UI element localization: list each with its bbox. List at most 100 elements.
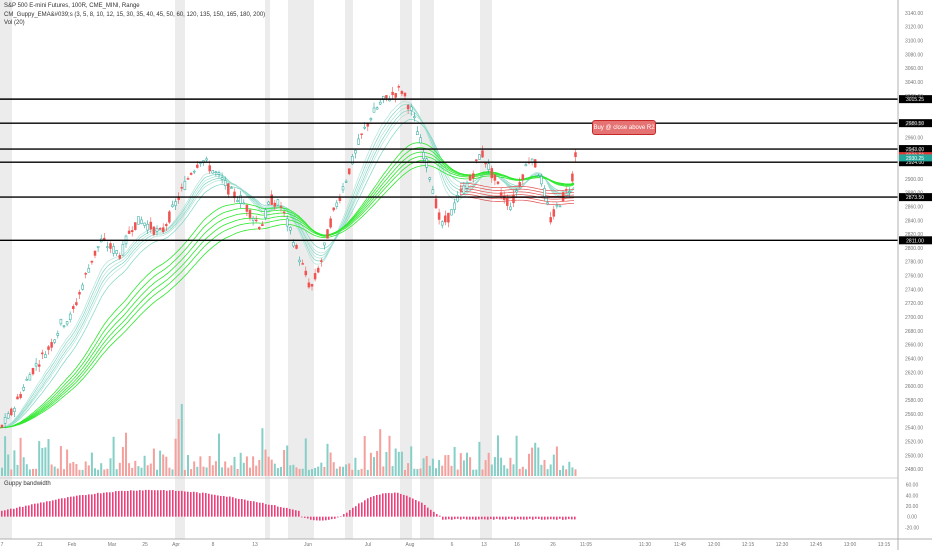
volume-bar-164 bbox=[509, 457, 512, 476]
level-label-R1: 2924.00 bbox=[906, 160, 924, 166]
volume-bar-171 bbox=[531, 447, 534, 476]
volume-bar-95 bbox=[295, 467, 298, 476]
bandwidth-bar-190 bbox=[571, 516, 573, 520]
session-shade-4 bbox=[345, 0, 353, 539]
volume-bar-182 bbox=[565, 469, 568, 476]
bandwidth-bar-48 bbox=[145, 489, 147, 517]
volume-bar-96 bbox=[298, 468, 301, 476]
bandwidth-bar-90 bbox=[271, 504, 273, 517]
bandwidth-bar-77 bbox=[232, 497, 234, 517]
candle-body-139 bbox=[431, 189, 435, 194]
bandwidth-bar-151 bbox=[454, 516, 456, 520]
price-tick-13: 2840.00 bbox=[905, 218, 923, 224]
candle-body-47 bbox=[146, 223, 149, 231]
candle-body-85 bbox=[264, 209, 267, 219]
candle-body-12 bbox=[37, 364, 41, 367]
candle-body-55 bbox=[171, 204, 174, 207]
candle-body-106 bbox=[329, 218, 332, 228]
volume-bar-90 bbox=[280, 466, 282, 476]
bandwidth-bar-0 bbox=[1, 510, 3, 517]
candle-body-163 bbox=[506, 198, 509, 206]
bandwidth-bar-139 bbox=[418, 501, 420, 517]
price-axis[interactable]: 3140.00 3120.00 3100.00 3080.00 3060.00 3040.… bbox=[905, 11, 923, 473]
volume-bar-43 bbox=[134, 460, 137, 476]
volume-bar-57 bbox=[177, 419, 180, 476]
candle-body-21 bbox=[65, 321, 69, 325]
volume-bar-19 bbox=[59, 446, 62, 476]
session-shade-3 bbox=[288, 0, 314, 539]
bandwidth-bar-38 bbox=[115, 491, 117, 517]
bandwidth-bar-64 bbox=[193, 491, 195, 517]
bandwidth-bar-95 bbox=[286, 507, 288, 517]
candle-body-6 bbox=[19, 394, 22, 398]
candle-body-135 bbox=[419, 137, 422, 144]
volume-bar-61 bbox=[190, 469, 193, 476]
bandwidth-bar-49 bbox=[148, 489, 150, 517]
bandwidth-bar-127 bbox=[382, 493, 384, 517]
candle-body-90 bbox=[279, 206, 283, 208]
volume-bar-83 bbox=[258, 459, 261, 476]
price-tick-0: 3140.00 bbox=[905, 11, 923, 17]
volume-bar-112 bbox=[348, 463, 351, 476]
volume-bar-109 bbox=[338, 466, 341, 476]
bandwidth-bar-134 bbox=[403, 494, 405, 517]
volume-bar-62 bbox=[193, 461, 196, 476]
candle-body-142 bbox=[440, 221, 444, 226]
volume-bar-48 bbox=[149, 463, 152, 476]
volume-bar-102 bbox=[317, 466, 320, 476]
candle-body-28 bbox=[87, 268, 91, 273]
candle-body-177 bbox=[549, 217, 552, 223]
volume-bar-1 bbox=[4, 436, 7, 476]
candle-body-158 bbox=[490, 168, 494, 179]
guppy-bear-line-2 bbox=[459, 191, 575, 200]
symbol-title: S&P 500 E-mini Futures, 100R, CME_MINI, … bbox=[4, 3, 140, 9]
candle-body-0 bbox=[0, 424, 4, 428]
bandwidth-bar-16 bbox=[49, 501, 51, 517]
bandwidth-bar-26 bbox=[79, 495, 81, 517]
bandwidth-bar-68 bbox=[205, 493, 207, 517]
volume-bar-121 bbox=[376, 451, 379, 476]
bandwidth-bar-180 bbox=[541, 516, 543, 520]
price-tick-18: 2740.00 bbox=[905, 287, 923, 293]
bandwidth-bar-19 bbox=[58, 498, 60, 517]
time-tick-8: Jun bbox=[304, 542, 312, 548]
candle-body-76 bbox=[236, 200, 239, 202]
bandwidth-bar-142 bbox=[427, 507, 429, 517]
bandwidth-bar-179 bbox=[538, 516, 540, 519]
candle-body-121 bbox=[375, 107, 379, 110]
candle-body-168 bbox=[521, 174, 525, 181]
candle-body-157 bbox=[487, 163, 490, 170]
buy-callout[interactable]: Buy @ close above R2 bbox=[592, 120, 656, 135]
volume-bar-157 bbox=[487, 452, 490, 476]
bandwidth-bar-156 bbox=[469, 516, 471, 520]
volume-bar-87 bbox=[270, 459, 273, 476]
bandwidth-axis[interactable]: 60.00 40.00 20.00 0.00 -20.00 bbox=[905, 483, 919, 532]
session-shade-2 bbox=[265, 0, 270, 539]
volume-bar-154 bbox=[478, 441, 481, 476]
volume-bar-76 bbox=[236, 468, 239, 476]
time-axis[interactable]: 7 21 Feb Mar 25 Apr 8 13 Jun Jul Aug 6 13 16 26 11:05 11… bbox=[1, 542, 891, 548]
volume-bar-3 bbox=[10, 469, 13, 476]
bandwidth-bar-27 bbox=[82, 494, 84, 517]
time-tick-21: 12:45 bbox=[810, 542, 823, 548]
bandwidth-bar-2 bbox=[7, 509, 9, 517]
bandwidth-bar-21 bbox=[64, 498, 66, 517]
guppy-bandwidth-bars bbox=[1, 489, 576, 521]
volume-bar-22 bbox=[69, 463, 72, 476]
volume-bar-42 bbox=[131, 467, 134, 476]
bandwidth-bar-88 bbox=[265, 504, 267, 517]
candle-body-25 bbox=[78, 292, 81, 295]
bandwidth-bar-135 bbox=[406, 495, 408, 517]
price-tick-30: 2500.00 bbox=[905, 453, 923, 459]
candle-body-39 bbox=[121, 244, 125, 256]
bandwidth-bar-46 bbox=[139, 490, 141, 517]
candle-body-8 bbox=[25, 379, 29, 381]
level-tag-R1 bbox=[899, 158, 932, 167]
volume-bar-86 bbox=[267, 456, 270, 476]
candle-body-68 bbox=[211, 170, 215, 174]
bandwidth-bar-118 bbox=[355, 506, 357, 517]
volume-bar-178 bbox=[552, 454, 555, 476]
bandwidth-bar-67 bbox=[202, 492, 204, 517]
price-tag-bg-1 bbox=[899, 154, 932, 162]
